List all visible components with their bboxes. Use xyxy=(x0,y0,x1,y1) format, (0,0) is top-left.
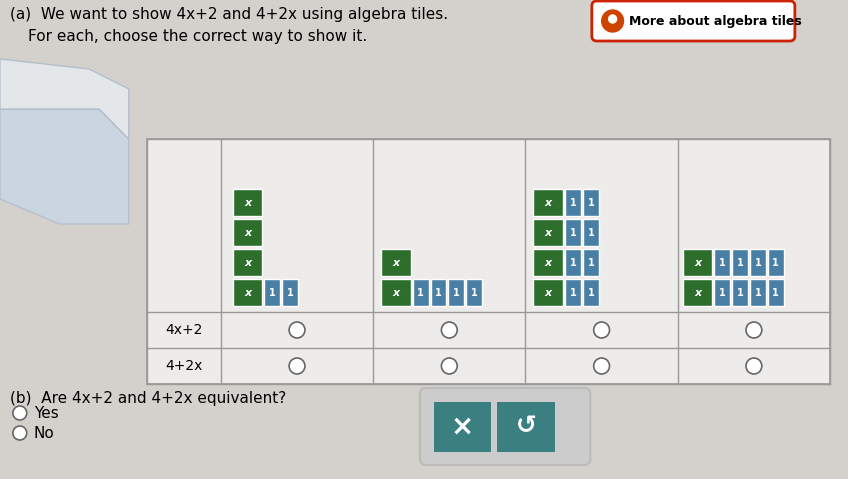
Text: x: x xyxy=(244,258,251,267)
Bar xyxy=(232,279,263,306)
Text: 1: 1 xyxy=(719,258,726,267)
Circle shape xyxy=(602,10,623,32)
Text: 1: 1 xyxy=(588,228,594,238)
Text: For each, choose the correct way to show it.: For each, choose the correct way to show… xyxy=(28,29,367,44)
Bar xyxy=(533,249,563,276)
Circle shape xyxy=(594,322,610,338)
Text: 1: 1 xyxy=(773,287,779,297)
Bar xyxy=(434,401,491,452)
Text: 4+2x: 4+2x xyxy=(165,359,203,373)
Text: ↺: ↺ xyxy=(516,414,537,438)
Bar xyxy=(565,249,581,276)
Text: 1: 1 xyxy=(570,258,577,267)
Bar xyxy=(732,279,748,306)
Polygon shape xyxy=(0,109,129,224)
Text: 1: 1 xyxy=(287,287,293,297)
Text: 1: 1 xyxy=(588,197,594,207)
Circle shape xyxy=(289,322,305,338)
Text: x: x xyxy=(244,287,251,297)
Circle shape xyxy=(609,15,616,23)
Bar xyxy=(583,279,599,306)
Text: ×: × xyxy=(451,412,474,441)
Text: 1: 1 xyxy=(570,228,577,238)
Bar xyxy=(533,219,563,246)
Bar xyxy=(683,249,712,276)
Circle shape xyxy=(13,406,27,420)
Text: 1: 1 xyxy=(719,287,726,297)
Text: 1: 1 xyxy=(588,258,594,267)
Bar xyxy=(232,189,263,216)
Bar xyxy=(431,279,446,306)
Bar xyxy=(768,249,784,276)
Bar xyxy=(381,279,410,306)
Text: 1: 1 xyxy=(755,287,762,297)
Text: 1: 1 xyxy=(588,287,594,297)
Text: x: x xyxy=(544,228,552,238)
Text: 1: 1 xyxy=(471,287,477,297)
FancyBboxPatch shape xyxy=(420,388,590,465)
Text: 1: 1 xyxy=(570,287,577,297)
Text: 1: 1 xyxy=(570,197,577,207)
Text: x: x xyxy=(544,258,552,267)
Text: 1: 1 xyxy=(773,258,779,267)
Text: 1: 1 xyxy=(417,287,424,297)
Bar xyxy=(466,279,483,306)
Bar xyxy=(232,219,263,246)
Circle shape xyxy=(442,358,457,374)
Bar xyxy=(714,249,730,276)
Text: (a)  We want to show 4x+2 and 4+2x using algebra tiles.: (a) We want to show 4x+2 and 4+2x using … xyxy=(10,7,448,22)
Circle shape xyxy=(746,358,762,374)
Bar xyxy=(533,279,563,306)
Circle shape xyxy=(13,426,27,440)
Text: Yes: Yes xyxy=(34,406,59,421)
Bar xyxy=(533,189,563,216)
Text: No: No xyxy=(34,425,54,441)
Bar xyxy=(750,279,766,306)
Bar xyxy=(750,249,766,276)
Bar xyxy=(413,279,428,306)
Bar xyxy=(565,219,581,246)
Bar xyxy=(147,139,830,384)
Text: More about algebra tiles: More about algebra tiles xyxy=(629,14,802,27)
Text: (b)  Are 4x+2 and 4+2x equivalent?: (b) Are 4x+2 and 4+2x equivalent? xyxy=(10,391,286,406)
Text: x: x xyxy=(694,258,701,267)
Bar xyxy=(449,279,465,306)
Circle shape xyxy=(594,358,610,374)
Bar xyxy=(381,249,410,276)
Text: 1: 1 xyxy=(737,258,744,267)
Bar xyxy=(583,189,599,216)
Bar xyxy=(265,279,281,306)
Bar xyxy=(768,279,784,306)
Text: x: x xyxy=(694,287,701,297)
Bar xyxy=(497,401,555,452)
Text: x: x xyxy=(244,197,251,207)
Circle shape xyxy=(289,358,305,374)
Bar xyxy=(683,279,712,306)
FancyBboxPatch shape xyxy=(592,1,795,41)
Text: 1: 1 xyxy=(453,287,460,297)
Text: 1: 1 xyxy=(435,287,442,297)
Bar xyxy=(565,279,581,306)
Bar xyxy=(565,189,581,216)
Circle shape xyxy=(746,322,762,338)
Bar xyxy=(282,279,298,306)
Text: x: x xyxy=(544,197,552,207)
Bar xyxy=(583,249,599,276)
Text: x: x xyxy=(393,258,399,267)
Bar xyxy=(583,219,599,246)
Text: 4x+2: 4x+2 xyxy=(165,323,203,337)
Bar xyxy=(714,279,730,306)
Text: x: x xyxy=(244,228,251,238)
Bar xyxy=(232,249,263,276)
Text: 1: 1 xyxy=(755,258,762,267)
Text: 1: 1 xyxy=(269,287,276,297)
Text: x: x xyxy=(393,287,399,297)
Text: 1: 1 xyxy=(737,287,744,297)
Polygon shape xyxy=(0,59,129,139)
Text: x: x xyxy=(544,287,552,297)
Bar xyxy=(732,249,748,276)
Circle shape xyxy=(442,322,457,338)
